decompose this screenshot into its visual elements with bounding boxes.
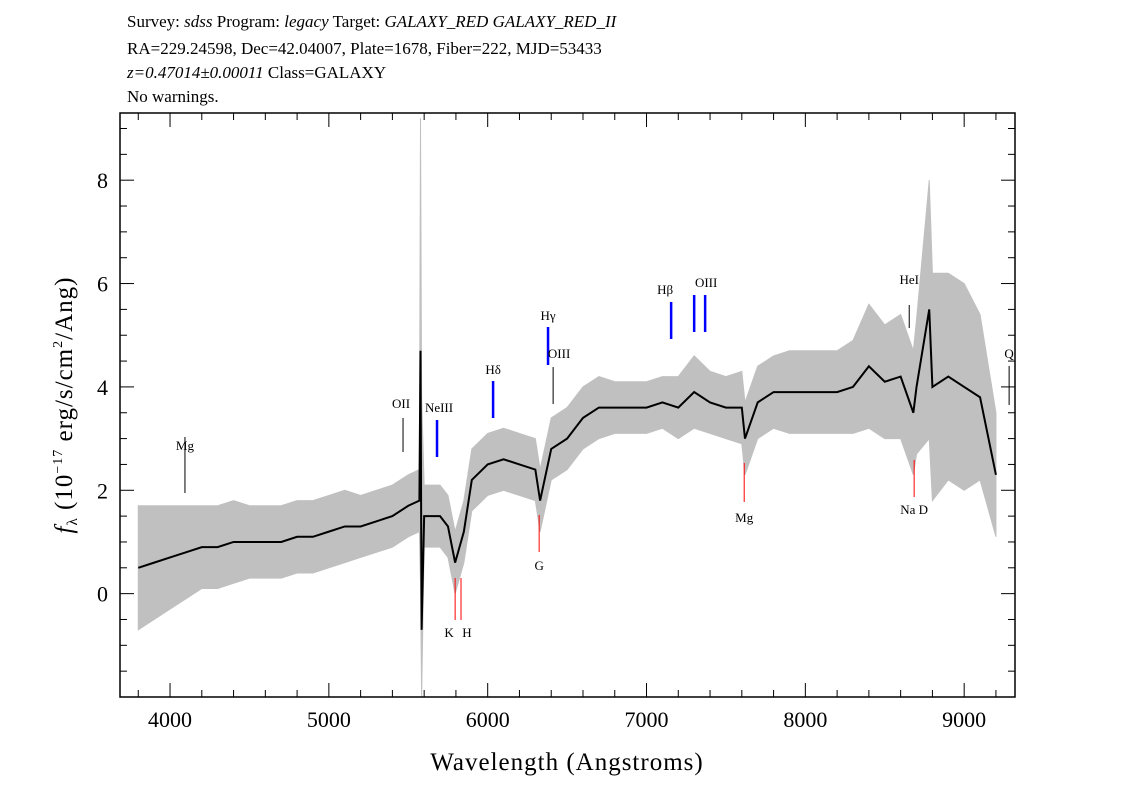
y-tick-label: 2 — [97, 478, 108, 503]
x-tick-label: 4000 — [148, 707, 192, 732]
y-tick-label: 0 — [97, 582, 108, 607]
header-line-2: RA=229.24598, Dec=42.04007, Plate=1678, … — [127, 39, 602, 58]
x-tick-label: 7000 — [625, 707, 669, 732]
line-marker-label: OII — [392, 396, 410, 411]
line-marker-label: Mg — [735, 510, 754, 525]
x-axis-title: Wavelength (Angstroms) — [430, 749, 703, 776]
header-line-3: z=0.47014±0.00011 Class=GALAXY — [126, 63, 386, 82]
flux-line — [137, 309, 997, 630]
class-value: Class=GALAXY — [268, 63, 386, 82]
program-label: Program: — [217, 12, 280, 31]
y-axis-title: fλ (10−17 erg/s/cm2/Ang) — [51, 277, 81, 534]
plot-area — [137, 118, 997, 697]
x-tick-label: 8000 — [783, 707, 827, 732]
line-marker-label: OIII — [548, 346, 570, 361]
header-line-4: No warnings. — [127, 87, 219, 106]
line-marker-label: HeI — [899, 272, 919, 287]
line-marker-label: Na D — [900, 502, 928, 517]
line-marker-label: Mg — [176, 438, 195, 453]
x-tick-label: 6000 — [466, 707, 510, 732]
y-tick-label: 8 — [97, 168, 108, 193]
error-band — [137, 118, 997, 697]
header-line-1: Survey: sdss Program: legacy Target: GAL… — [127, 12, 618, 31]
line-marker-label: Q — [1004, 346, 1014, 361]
y-tick-label: 6 — [97, 272, 108, 297]
line-marker-label: G — [534, 558, 543, 573]
line-marker-label: Hδ — [485, 362, 501, 377]
line-marker-label: NeIII — [425, 400, 453, 415]
y-tick-label: 4 — [97, 375, 108, 400]
redshift-value: z=0.47014±0.00011 — [126, 63, 264, 82]
line-marker-label: OIII — [695, 275, 717, 290]
target-value: GALAXY_RED GALAXY_RED_II — [384, 12, 617, 31]
x-tick-label: 9000 — [942, 707, 986, 732]
axes: 4000 5000 6000 7000 8000 9000 0 2 4 6 8 — [97, 113, 1015, 732]
target-label: Target: — [333, 12, 381, 31]
x-tick-label: 5000 — [307, 707, 351, 732]
line-marker-label: H — [462, 625, 471, 640]
line-marker-label: K — [444, 625, 454, 640]
line-markers: Mg OII NeIII Hδ Hγ OIII Hβ OIII HeI Q K H G Mg Na D — [176, 272, 1014, 640]
survey-label: Survey: — [127, 12, 180, 31]
survey-value: sdss — [184, 12, 213, 31]
program-value: legacy — [284, 12, 329, 31]
line-marker-label: Hγ — [540, 308, 555, 323]
plot-frame — [119, 112, 1016, 698]
line-marker-label: Hβ — [657, 282, 673, 297]
